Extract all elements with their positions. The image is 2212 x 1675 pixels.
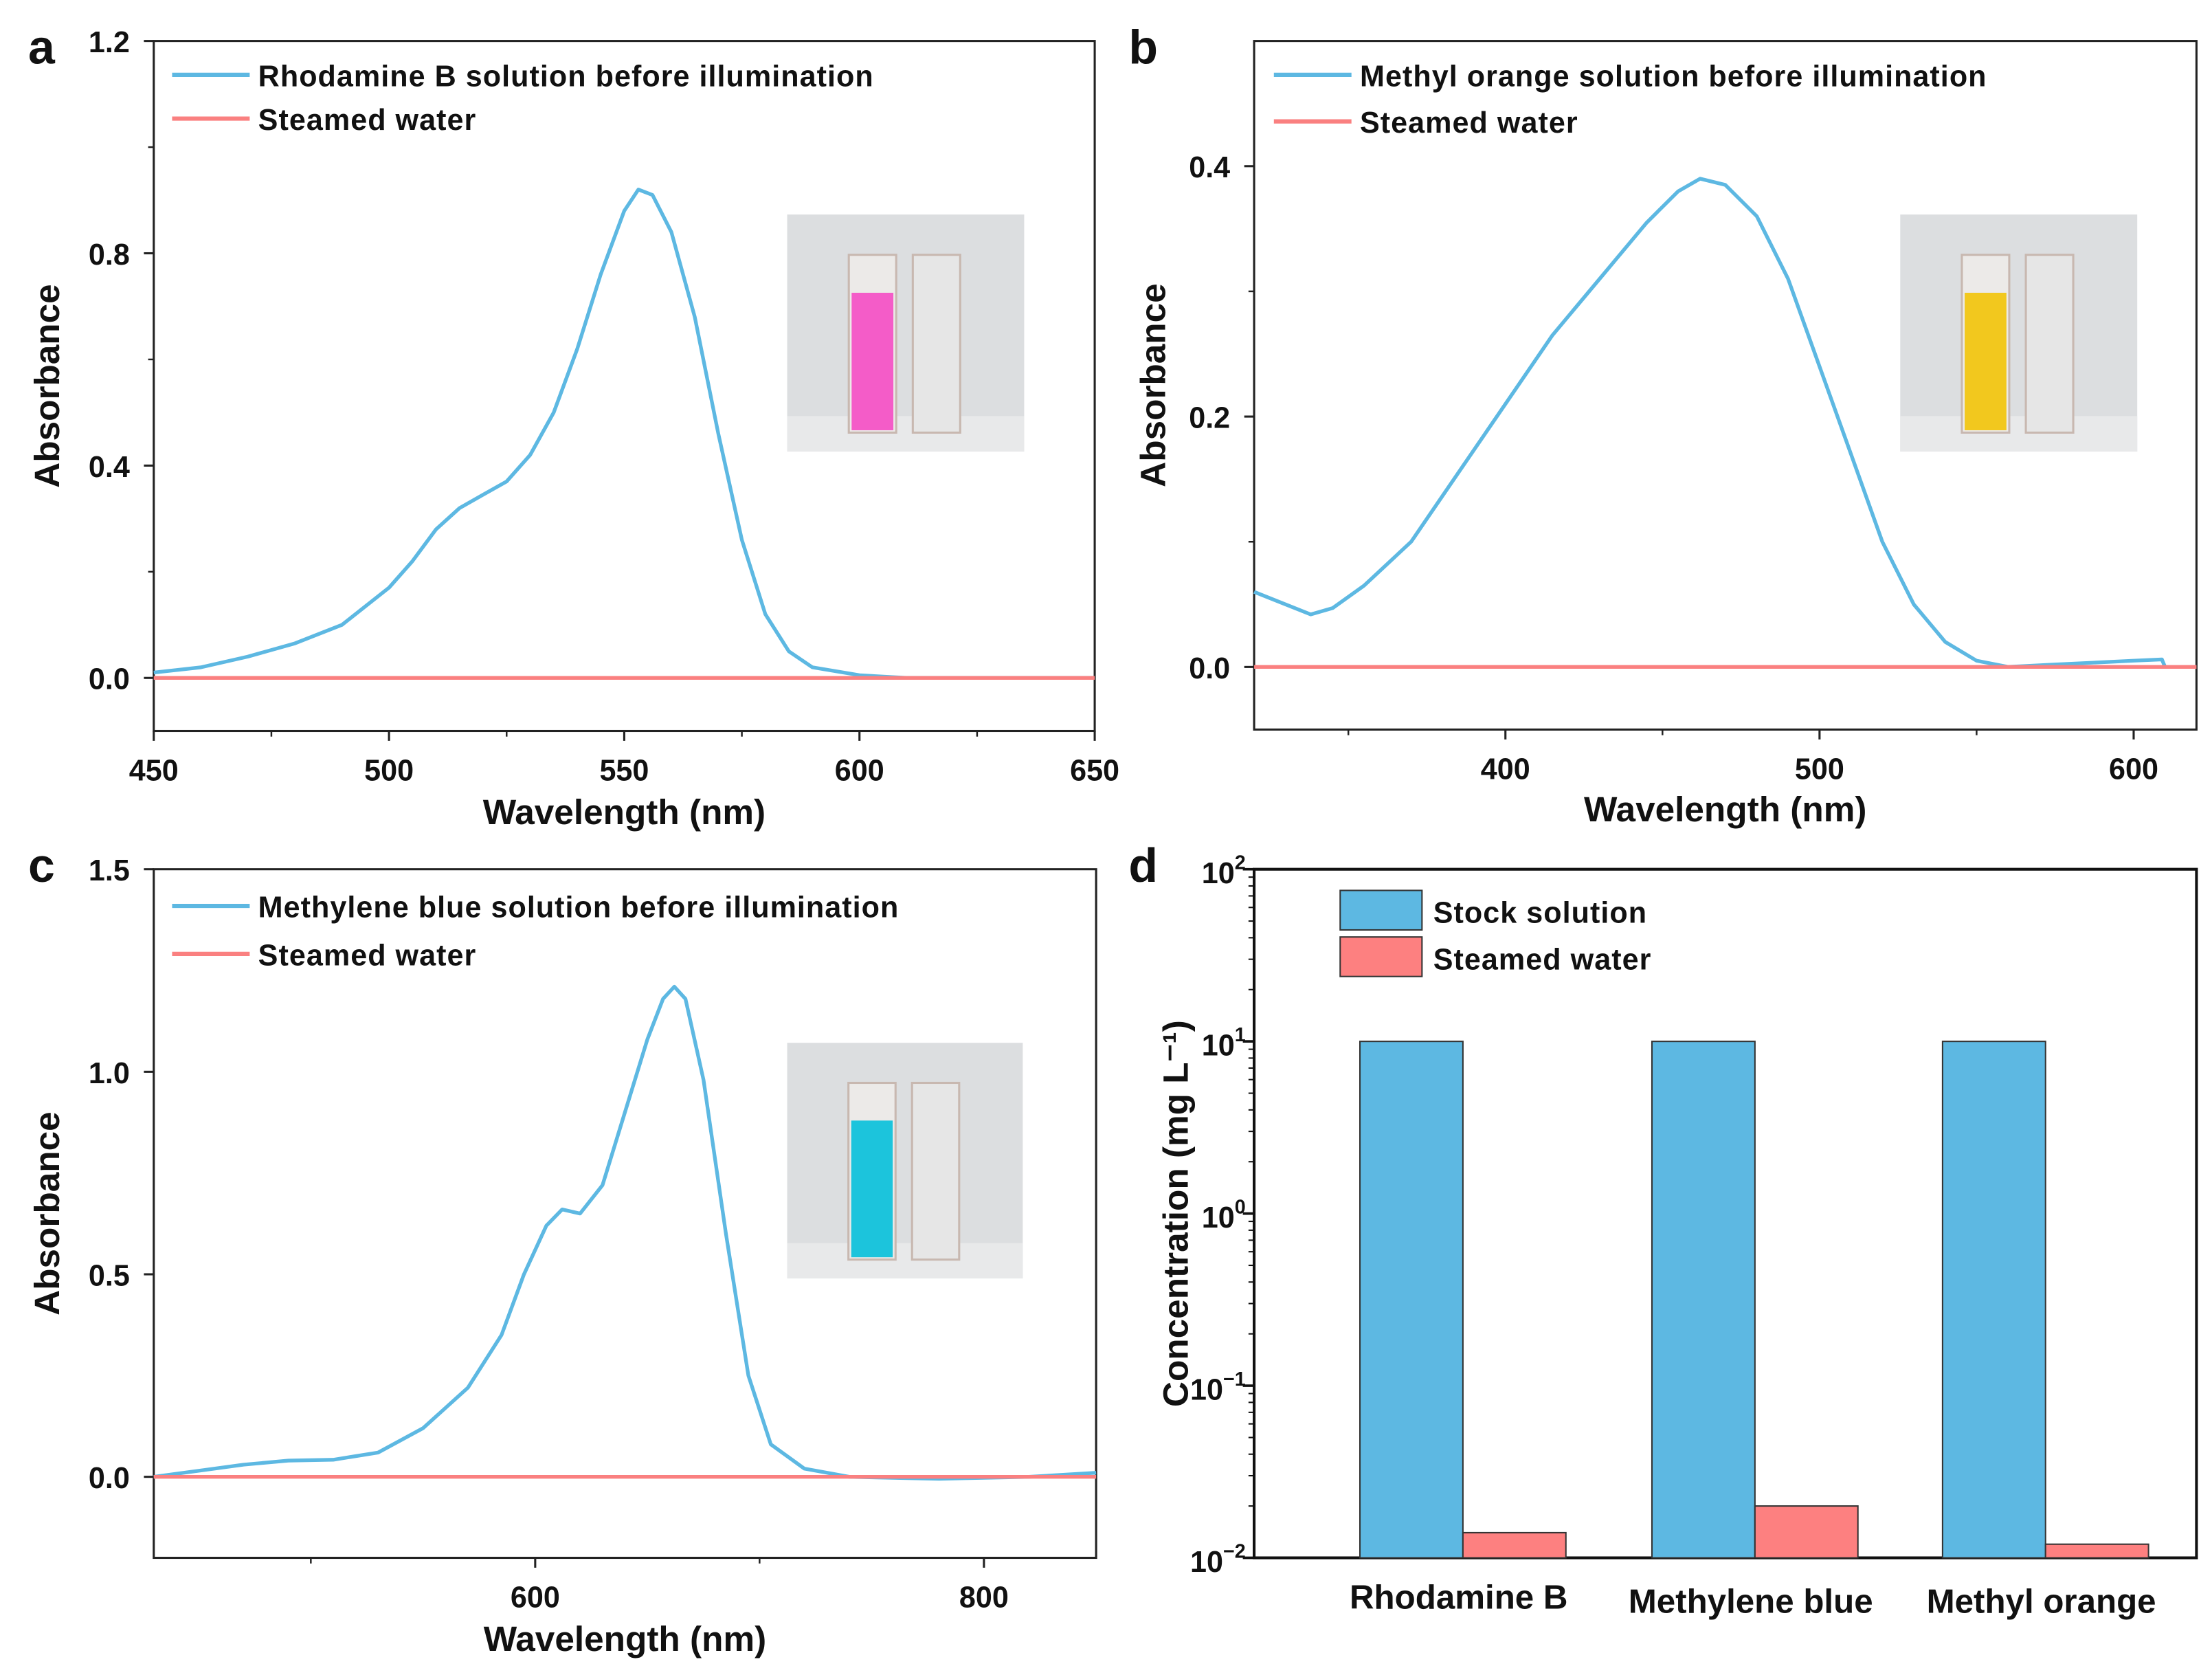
legend-label: Methyl orange solution before illuminati… <box>1360 60 1987 93</box>
bar-stock-solution <box>1651 1041 1756 1559</box>
photo-background <box>787 214 1025 452</box>
y-tick-label: 101 <box>1202 1024 1246 1063</box>
y-tick-label: 0.0 <box>89 1462 130 1495</box>
y-tick-label: 0.4 <box>1189 151 1230 184</box>
category-label: Methyl orange <box>1927 1583 2156 1621</box>
panel-label: c <box>28 839 55 892</box>
y-tick-label: 1.2 <box>89 26 130 59</box>
tick-exponent: 2 <box>1235 852 1246 874</box>
category-label: Rhodamine B <box>1350 1578 1568 1616</box>
cuvette-liquid <box>851 292 894 430</box>
cuvette-liquid <box>1965 292 2007 430</box>
bar-stock-solution <box>1941 1041 2046 1559</box>
panel-a: a 450 500 550 600 650 0.0 0.4 0.8 1.2 Wavelength (… <box>27 20 1119 832</box>
tick-base: 10 <box>1190 1374 1223 1407</box>
bar-steamed-water <box>1754 1505 1859 1559</box>
y-tick-label: 0.4 <box>89 451 130 484</box>
tick-exponent: −1 <box>1223 1368 1246 1390</box>
x-tick-label: 400 <box>1481 753 1530 786</box>
photo-table <box>787 416 1025 452</box>
y-tick-label: 102 <box>1202 852 1246 891</box>
legend-swatch <box>1339 936 1423 977</box>
x-tick-label: 550 <box>599 754 649 787</box>
y-tick-label: 100 <box>1202 1197 1246 1235</box>
photo-background <box>1900 214 2138 452</box>
x-axis-label: Wavelength (nm) <box>483 792 766 832</box>
x-tick-label: 600 <box>511 1581 560 1614</box>
tick-exponent: −2 <box>1223 1541 1246 1563</box>
tick-exponent: 1 <box>1235 1024 1246 1046</box>
y-tick-label: 0.0 <box>1189 652 1230 685</box>
category-label: Methylene blue <box>1629 1583 1873 1621</box>
y-axis-label: Absorbance <box>1134 283 1173 487</box>
y-axis-label: Concentration (mg L⁻¹) <box>1157 1020 1196 1407</box>
x-tick-label: 450 <box>129 754 179 787</box>
tick-base: 10 <box>1202 857 1235 890</box>
legend-label: Steamed water <box>258 104 477 137</box>
bar-stock-solution <box>1359 1041 1464 1559</box>
tick-base: 10 <box>1202 1201 1235 1234</box>
bar-steamed-water <box>2044 1543 2149 1559</box>
legend-label: Steamed water <box>258 939 477 972</box>
photo-background <box>787 1043 1023 1279</box>
x-axis-label: Wavelength (nm) <box>484 1619 766 1659</box>
tick-exponent: 0 <box>1235 1197 1246 1219</box>
x-tick-label: 800 <box>959 1581 1009 1614</box>
legend-label: Rhodamine B solution before illumination <box>258 60 874 93</box>
x-tick-label: 500 <box>1795 753 1844 786</box>
x-tick-label: 650 <box>1070 754 1119 787</box>
inset-photo <box>787 1043 1023 1279</box>
inset-photo <box>1900 214 2138 452</box>
y-tick-label: 10−1 <box>1190 1368 1246 1407</box>
panel-label: b <box>1128 20 1158 74</box>
panel-c: c 600 800 0.0 0.5 1.0 1.5 Wavelength (nm) Absorb… <box>27 839 1097 1659</box>
cuvette-water <box>911 254 961 434</box>
legend-label: Steamed water <box>1433 943 1652 976</box>
y-axis-label: Absorbance <box>27 1111 67 1316</box>
plot-frame <box>153 868 1097 1560</box>
legend-label: Steamed water <box>1360 107 1578 140</box>
panel-b: b 400 500 600 0.0 0.2 0.4 Wavelength (nm) Absorb… <box>1128 20 2198 829</box>
bar-steamed-water <box>1462 1531 1567 1559</box>
x-tick-label: 600 <box>835 754 884 787</box>
y-tick-label: 10−2 <box>1190 1541 1246 1579</box>
solution-spectrum-line <box>1253 177 2167 669</box>
solution-spectrum-line <box>153 188 1095 680</box>
solution-spectrum-line <box>153 984 1097 1481</box>
cuvette-water <box>2024 254 2075 434</box>
y-tick-label: 1.5 <box>89 854 130 887</box>
tick-base: 10 <box>1190 1546 1223 1579</box>
legend-label: Stock solution <box>1433 897 1647 930</box>
y-axis-label: Absorbance <box>27 284 67 488</box>
plot-frame <box>1253 40 2198 731</box>
y-tick-label: 1.0 <box>89 1057 130 1090</box>
cuvette-liquid <box>851 1120 893 1258</box>
x-axis-label: Wavelength (nm) <box>1584 790 1866 829</box>
inset-photo <box>787 214 1025 452</box>
y-tick-label: 0.2 <box>1189 401 1230 434</box>
legend-label: Methylene blue solution before illuminat… <box>258 891 900 924</box>
x-tick-label: 600 <box>2109 753 2158 786</box>
cuvette-water <box>911 1081 961 1261</box>
panel-label: d <box>1128 839 1158 892</box>
photo-table <box>1900 416 2138 452</box>
y-tick-label: 0.5 <box>89 1259 130 1292</box>
photo-table <box>787 1243 1023 1279</box>
x-tick-label: 500 <box>364 754 414 787</box>
y-tick-label: 0.8 <box>89 239 130 271</box>
tick-base: 10 <box>1202 1030 1235 1063</box>
panel-label: a <box>28 20 56 74</box>
legend-swatch <box>1339 889 1423 931</box>
y-tick-label: 0.0 <box>89 663 130 696</box>
